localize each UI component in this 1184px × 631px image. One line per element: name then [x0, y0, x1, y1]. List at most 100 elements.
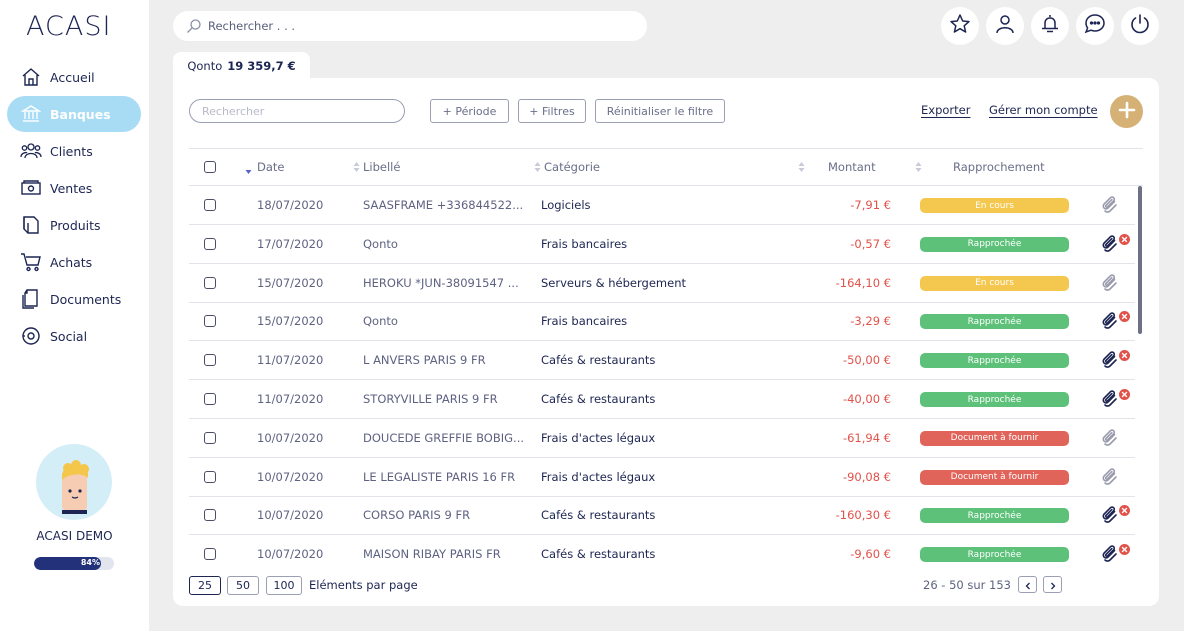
table-row[interactable]: 10/07/2020 MAISON RIBAY PARIS FR Cafés &…	[189, 535, 1135, 564]
table-row[interactable]: 11/07/2020 L ANVERS PARIS 9 FR Cafés & r…	[189, 341, 1135, 381]
table-row[interactable]: 10/07/2020 DOUCEDE GREFFIE BOBIG... Frai…	[189, 419, 1135, 458]
favorites-button[interactable]	[941, 7, 979, 45]
attachment-icon[interactable]	[1100, 234, 1120, 254]
row-checkbox[interactable]	[204, 237, 216, 250]
sidebar-item-achats[interactable]: Achats	[7, 244, 141, 280]
remove-attachment-icon[interactable]	[1119, 544, 1130, 556]
logout-button[interactable]	[1121, 7, 1159, 45]
next-page-button[interactable]	[1043, 576, 1062, 593]
row-category[interactable]: Cafés & restaurants	[541, 508, 656, 523]
sidebar-item-accueil[interactable]: Accueil	[7, 59, 141, 95]
row-category[interactable]: Frais d'actes légaux	[541, 469, 656, 484]
remove-attachment-icon[interactable]	[1119, 311, 1130, 323]
table-search-input[interactable]: Rechercher	[189, 99, 405, 123]
filters-button[interactable]: + Filtres	[518, 99, 586, 123]
row-category[interactable]: Cafés & restaurants	[541, 353, 656, 368]
column-amount[interactable]: Montant	[828, 160, 876, 174]
row-checkbox[interactable]	[204, 470, 216, 483]
export-link[interactable]: Exporter	[921, 103, 971, 117]
row-category[interactable]: Cafés & restaurants	[541, 392, 656, 406]
acasi-logo[interactable]: ACASI	[26, 11, 112, 42]
sort-icon[interactable]	[798, 161, 805, 173]
attachment-icon[interactable]	[1100, 195, 1120, 215]
attachment-icon[interactable]	[1100, 311, 1120, 331]
page-size-25[interactable]: 25	[189, 576, 221, 595]
previous-page-button[interactable]	[1018, 576, 1037, 593]
row-checkbox[interactable]	[204, 431, 216, 444]
attachment-icon[interactable]	[1100, 389, 1120, 409]
row-category[interactable]: Logiciels	[541, 198, 591, 212]
remove-attachment-icon[interactable]	[1119, 350, 1130, 362]
sidebar-item-ventes[interactable]: Ventes	[7, 170, 141, 206]
status-badge[interactable]: En cours	[920, 198, 1069, 213]
row-category[interactable]: Frais bancaires	[541, 314, 628, 329]
reset-filter-button[interactable]: Réinitialiser le filtre	[595, 99, 725, 123]
table-row[interactable]: 11/07/2020 STORYVILLE PARIS 9 FR Cafés &…	[189, 380, 1135, 419]
sort-icon[interactable]	[353, 161, 360, 173]
row-checkbox[interactable]	[204, 354, 216, 367]
attachment-icon[interactable]	[1100, 505, 1120, 525]
per-page-label: Eléments par page	[309, 578, 418, 592]
row-checkbox[interactable]	[204, 276, 216, 289]
column-label[interactable]: Libellé	[363, 160, 401, 174]
global-search-input[interactable]	[208, 19, 628, 33]
status-badge[interactable]: Document à fournir	[920, 430, 1069, 446]
sort-icon[interactable]	[915, 161, 922, 173]
sidebar-item-produits[interactable]: Produits	[7, 207, 141, 243]
table-row[interactable]: 10/07/2020 CORSO PARIS 9 FR Cafés & rest…	[189, 496, 1135, 536]
sidebar-item-documents[interactable]: Documents	[7, 281, 141, 317]
attachment-icon[interactable]	[1100, 273, 1120, 293]
avatar[interactable]	[36, 444, 112, 520]
row-checkbox[interactable]	[204, 548, 216, 561]
page-size-100[interactable]: 100	[266, 576, 302, 595]
column-category[interactable]: Catégorie	[544, 160, 600, 174]
remove-attachment-icon[interactable]	[1119, 505, 1130, 517]
manage-account-link[interactable]: Gérer mon compte	[989, 103, 1098, 117]
status-badge[interactable]: Rapprochée	[920, 236, 1069, 252]
table-row[interactable]: 17/07/2020 Qonto Frais bancaires -0,57 €…	[189, 225, 1135, 264]
status-badge[interactable]: Rapprochée	[920, 353, 1069, 369]
notifications-button[interactable]	[1031, 7, 1069, 45]
messages-button[interactable]	[1076, 7, 1114, 45]
row-category[interactable]: Cafés & restaurants	[541, 547, 656, 562]
sort-desc-icon[interactable]	[245, 163, 252, 175]
attachment-icon[interactable]	[1100, 428, 1120, 448]
status-badge[interactable]: Rapprochée	[920, 547, 1069, 563]
row-checkbox[interactable]	[204, 509, 216, 522]
global-search[interactable]	[173, 11, 647, 41]
sidebar-item-label: Ventes	[50, 180, 93, 196]
period-button[interactable]: + Période	[430, 99, 509, 123]
attachment-icon[interactable]	[1100, 350, 1120, 370]
status-badge[interactable]: Rapprochée	[920, 314, 1069, 330]
row-checkbox[interactable]	[204, 199, 216, 211]
status-badge[interactable]: Document à fournir	[920, 469, 1069, 485]
attachment-icon[interactable]	[1100, 544, 1120, 564]
sidebar-item-social[interactable]: Social	[7, 318, 141, 354]
remove-attachment-icon[interactable]	[1119, 233, 1130, 245]
page-size-50[interactable]: 50	[227, 576, 259, 595]
status-badge[interactable]: Rapprochée	[920, 508, 1069, 524]
status-badge[interactable]: En cours	[920, 275, 1069, 291]
sort-icon[interactable]	[534, 161, 541, 173]
table-row[interactable]: 15/07/2020 Qonto Frais bancaires -3,29 €…	[189, 302, 1135, 342]
row-category[interactable]: Serveurs & hébergement	[541, 275, 686, 290]
scrollbar[interactable]	[1138, 186, 1142, 334]
sidebar-item-banques[interactable]: Banques	[7, 96, 141, 132]
table-row[interactable]: 15/07/2020 HEROKU *JUN-38091547 ... Serv…	[189, 264, 1135, 303]
row-checkbox[interactable]	[204, 315, 216, 328]
table-row[interactable]: 10/07/2020 LE LEGALISTE PARIS 16 FR Frai…	[189, 458, 1135, 497]
sidebar-item-clients[interactable]: Clients	[7, 133, 141, 169]
row-checkbox[interactable]	[204, 393, 216, 405]
add-button[interactable]	[1110, 95, 1143, 128]
select-all-checkbox[interactable]	[204, 161, 216, 173]
row-category[interactable]: Frais bancaires	[541, 236, 628, 251]
column-reconciliation[interactable]: Rapprochement	[953, 160, 1045, 174]
tab-qonto[interactable]: Qonto 19 359,7 €	[173, 52, 310, 80]
profile-button[interactable]	[986, 7, 1024, 45]
row-category[interactable]: Frais d'actes légaux	[541, 430, 656, 445]
column-date[interactable]: Date	[257, 160, 285, 174]
remove-attachment-icon[interactable]	[1119, 389, 1130, 400]
table-row[interactable]: 18/07/2020 SAASFRAME +336844522... Logic…	[189, 186, 1135, 225]
status-badge[interactable]: Rapprochée	[920, 392, 1069, 407]
attachment-icon[interactable]	[1100, 467, 1120, 487]
